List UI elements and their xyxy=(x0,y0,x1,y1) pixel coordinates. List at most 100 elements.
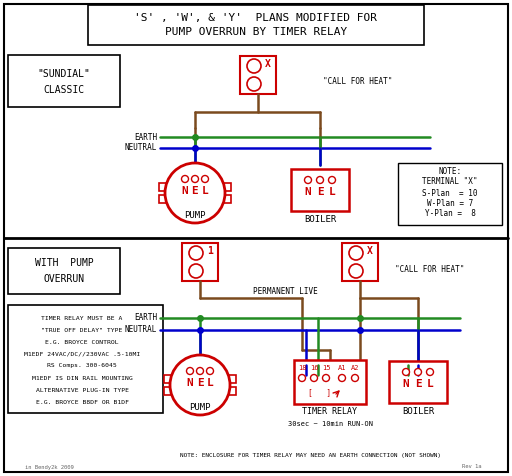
Text: X: X xyxy=(367,246,373,256)
Text: "CALL FOR HEAT": "CALL FOR HEAT" xyxy=(395,266,465,275)
FancyBboxPatch shape xyxy=(159,195,167,203)
Circle shape xyxy=(415,368,421,376)
Circle shape xyxy=(298,375,306,381)
Text: "CALL FOR HEAT": "CALL FOR HEAT" xyxy=(323,78,393,87)
Text: S-Plan  = 10: S-Plan = 10 xyxy=(422,188,478,198)
Text: E: E xyxy=(191,186,198,196)
Text: EARTH: EARTH xyxy=(134,314,157,323)
FancyBboxPatch shape xyxy=(8,55,120,107)
Circle shape xyxy=(181,176,188,182)
Circle shape xyxy=(352,375,358,381)
Text: in Bendy2k 2009: in Bendy2k 2009 xyxy=(25,465,74,469)
Circle shape xyxy=(349,246,363,260)
Text: L: L xyxy=(207,378,214,388)
Text: M1EDF 24VAC/DC//230VAC .5-10MI: M1EDF 24VAC/DC//230VAC .5-10MI xyxy=(24,351,140,357)
Text: A2: A2 xyxy=(351,365,359,371)
Text: CLASSIC: CLASSIC xyxy=(44,85,84,95)
FancyBboxPatch shape xyxy=(159,183,167,191)
FancyBboxPatch shape xyxy=(294,360,366,404)
Circle shape xyxy=(426,368,434,376)
Text: 30sec ~ 10min RUN-ON: 30sec ~ 10min RUN-ON xyxy=(288,421,373,427)
FancyBboxPatch shape xyxy=(88,5,424,45)
Text: 15: 15 xyxy=(322,365,330,371)
Text: Y-Plan =  8: Y-Plan = 8 xyxy=(424,208,476,218)
Text: E.G. BROYCE CONTROL: E.G. BROYCE CONTROL xyxy=(45,339,119,345)
FancyBboxPatch shape xyxy=(164,375,172,383)
Circle shape xyxy=(247,59,261,73)
Text: 16: 16 xyxy=(310,365,318,371)
Circle shape xyxy=(202,176,208,182)
Text: PUMP: PUMP xyxy=(189,403,211,411)
Text: "TRUE OFF DELAY" TYPE: "TRUE OFF DELAY" TYPE xyxy=(41,327,123,333)
Circle shape xyxy=(165,163,225,223)
Text: E: E xyxy=(415,379,421,389)
Text: N: N xyxy=(182,186,188,196)
Text: NOTE: ENCLOSURE FOR TIMER RELAY MAY NEED AN EARTH CONNECTION (NOT SHOWN): NOTE: ENCLOSURE FOR TIMER RELAY MAY NEED… xyxy=(180,453,440,457)
Text: W-Plan = 7: W-Plan = 7 xyxy=(427,198,473,208)
FancyBboxPatch shape xyxy=(389,361,447,403)
FancyBboxPatch shape xyxy=(223,195,231,203)
FancyBboxPatch shape xyxy=(8,248,120,294)
Text: ALTERNATIVE PLUG-IN TYPE: ALTERNATIVE PLUG-IN TYPE xyxy=(35,387,129,393)
FancyBboxPatch shape xyxy=(291,169,349,211)
Text: L: L xyxy=(202,186,208,196)
Text: 18: 18 xyxy=(298,365,306,371)
Text: BOILER: BOILER xyxy=(402,407,434,416)
Circle shape xyxy=(316,177,324,184)
Circle shape xyxy=(402,368,410,376)
Circle shape xyxy=(323,375,330,381)
Circle shape xyxy=(191,176,199,182)
Circle shape xyxy=(349,264,363,278)
FancyBboxPatch shape xyxy=(228,375,236,383)
Text: TIMER RELAY MUST BE A: TIMER RELAY MUST BE A xyxy=(41,316,123,320)
Circle shape xyxy=(206,367,214,375)
FancyBboxPatch shape xyxy=(342,243,378,281)
Text: E: E xyxy=(197,378,203,388)
Circle shape xyxy=(189,246,203,260)
FancyBboxPatch shape xyxy=(182,243,218,281)
FancyBboxPatch shape xyxy=(398,163,502,225)
Text: NEUTRAL: NEUTRAL xyxy=(124,143,157,152)
Text: PUMP OVERRUN BY TIMER RELAY: PUMP OVERRUN BY TIMER RELAY xyxy=(165,27,347,37)
FancyBboxPatch shape xyxy=(8,305,163,413)
Circle shape xyxy=(329,177,335,184)
Circle shape xyxy=(338,375,346,381)
Text: L: L xyxy=(329,187,335,197)
Text: NEUTRAL: NEUTRAL xyxy=(124,326,157,335)
Text: N: N xyxy=(402,379,410,389)
Circle shape xyxy=(186,367,194,375)
Text: X: X xyxy=(265,59,271,69)
Circle shape xyxy=(305,177,311,184)
Text: PUMP: PUMP xyxy=(184,210,206,219)
Text: PERMANENT LIVE: PERMANENT LIVE xyxy=(252,288,317,297)
Text: NOTE:: NOTE: xyxy=(438,168,461,177)
Text: EARTH: EARTH xyxy=(134,132,157,141)
Text: L: L xyxy=(426,379,433,389)
Text: TIMER RELAY: TIMER RELAY xyxy=(303,407,357,416)
Text: N: N xyxy=(305,187,311,197)
Circle shape xyxy=(247,77,261,91)
FancyBboxPatch shape xyxy=(223,183,231,191)
Text: "SUNDIAL": "SUNDIAL" xyxy=(37,69,91,79)
Text: WITH  PUMP: WITH PUMP xyxy=(35,258,93,268)
Circle shape xyxy=(310,375,317,381)
Text: E: E xyxy=(316,187,324,197)
Text: [   ]: [ ] xyxy=(308,388,332,397)
Text: TERMINAL "X": TERMINAL "X" xyxy=(422,178,478,187)
FancyBboxPatch shape xyxy=(228,387,236,395)
FancyBboxPatch shape xyxy=(240,56,276,94)
Text: OVERRUN: OVERRUN xyxy=(44,274,84,284)
Circle shape xyxy=(197,367,203,375)
Text: A1: A1 xyxy=(338,365,346,371)
Text: 'S' , 'W', & 'Y'  PLANS MODIFIED FOR: 'S' , 'W', & 'Y' PLANS MODIFIED FOR xyxy=(135,13,377,23)
Text: 1: 1 xyxy=(207,246,213,256)
Text: E.G. BROYCE B8DF OR B1DF: E.G. BROYCE B8DF OR B1DF xyxy=(35,399,129,405)
Text: Rev 1a: Rev 1a xyxy=(462,465,481,469)
FancyBboxPatch shape xyxy=(4,4,508,472)
Text: M1EDF IS DIN RAIL MOUNTING: M1EDF IS DIN RAIL MOUNTING xyxy=(32,376,133,380)
Circle shape xyxy=(170,355,230,415)
FancyBboxPatch shape xyxy=(164,387,172,395)
Text: BOILER: BOILER xyxy=(304,216,336,225)
Text: N: N xyxy=(187,378,194,388)
Circle shape xyxy=(189,264,203,278)
